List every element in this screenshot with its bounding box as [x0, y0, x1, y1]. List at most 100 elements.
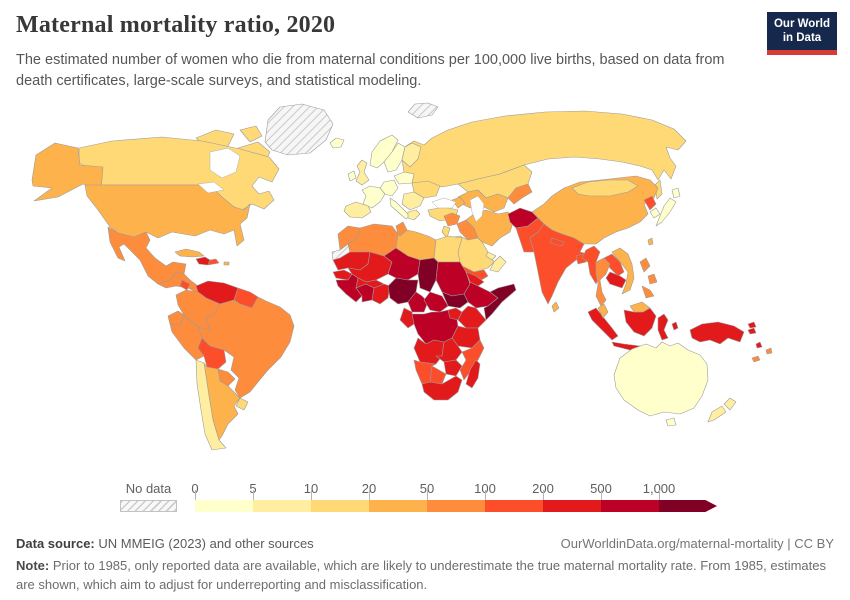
- country-south-korea[interactable]: [649, 207, 661, 219]
- country-australia[interactable]: [613, 341, 709, 417]
- chart-subtitle: The estimated number of women who die fr…: [16, 52, 725, 89]
- country-vanuatu[interactable]: [755, 341, 763, 349]
- legend-swatch-1000-plus[interactable]: [659, 500, 717, 512]
- country-new-zealand-south[interactable]: [707, 405, 727, 423]
- country-romania[interactable]: [401, 191, 425, 211]
- country-uk[interactable]: [355, 159, 370, 186]
- legend-swatch-50-100[interactable]: [427, 500, 485, 512]
- legend-swatch-20-50[interactable]: [369, 500, 427, 512]
- legend-swatch-100-200[interactable]: [485, 500, 543, 512]
- country-haiti[interactable]: [195, 256, 211, 266]
- country-botswana[interactable]: [429, 365, 447, 385]
- great-lakes: [197, 181, 225, 194]
- country-tanzania[interactable]: [451, 325, 481, 349]
- caspian-sea: [469, 195, 485, 223]
- country-uae[interactable]: [485, 251, 497, 261]
- legend-swatch-200-500[interactable]: [543, 500, 601, 512]
- country-madagascar[interactable]: [465, 359, 481, 389]
- country-japan-hokkaido[interactable]: [671, 187, 681, 199]
- no-data-label: No data: [125, 481, 172, 496]
- country-ghana[interactable]: [371, 283, 391, 305]
- owid-logo-text: Our World in Data: [767, 12, 837, 50]
- footnote-label: Note:: [16, 558, 50, 573]
- country-norway[interactable]: [369, 134, 399, 169]
- country-france[interactable]: [361, 185, 386, 209]
- legend-tick-label: 0: [191, 481, 199, 496]
- country-greenland[interactable]: [264, 103, 334, 156]
- data-source-label: Data source:: [16, 536, 95, 551]
- country-finland[interactable]: [401, 142, 422, 168]
- country-russia-sakhalin[interactable]: [654, 179, 663, 200]
- country-taiwan[interactable]: [647, 237, 654, 246]
- country-thailand[interactable]: [595, 257, 611, 307]
- country-nepal[interactable]: [549, 237, 565, 247]
- country-russia[interactable]: [401, 110, 687, 188]
- legend-swatch-0-5[interactable]: [195, 500, 253, 512]
- map-water: [197, 147, 485, 223]
- country-syria[interactable]: [443, 212, 461, 227]
- country-usa[interactable]: [84, 184, 251, 247]
- country-philippines-luzon[interactable]: [639, 257, 651, 273]
- country-malaysia-borneo[interactable]: [629, 301, 651, 313]
- country-new-zealand-north[interactable]: [723, 397, 737, 411]
- legend-tick-label: 500: [590, 481, 612, 496]
- country-greece[interactable]: [407, 209, 421, 221]
- country-png-islands[interactable]: [747, 321, 757, 329]
- legend-tick-label: 10: [303, 481, 319, 496]
- country-egypt[interactable]: [433, 235, 463, 263]
- country-puerto-rico[interactable]: [223, 261, 230, 266]
- country-solomon-islands[interactable]: [747, 327, 757, 335]
- no-data-swatch[interactable]: [120, 500, 177, 512]
- country-japan[interactable]: [655, 197, 677, 227]
- country-indonesia-moluccas[interactable]: [671, 321, 679, 331]
- country-sri-lanka[interactable]: [551, 301, 560, 313]
- country-north-korea[interactable]: [643, 195, 657, 211]
- country-chad[interactable]: [417, 257, 439, 293]
- country-philippines-visayas[interactable]: [647, 273, 658, 285]
- country-canada-arctic-3[interactable]: [239, 125, 263, 143]
- owid-logo[interactable]: Our World in Data: [767, 12, 837, 55]
- country-tasmania[interactable]: [665, 417, 677, 427]
- country-south-africa[interactable]: [421, 375, 463, 401]
- country-zimbabwe[interactable]: [443, 359, 463, 377]
- country-cuba[interactable]: [174, 248, 205, 258]
- legend-tick-label: 1,000: [642, 481, 676, 496]
- country-fiji[interactable]: [765, 347, 773, 355]
- country-malaysia-peninsula[interactable]: [597, 303, 609, 319]
- country-car[interactable]: [423, 291, 449, 313]
- country-chile[interactable]: [195, 359, 227, 451]
- country-uruguay[interactable]: [235, 397, 249, 411]
- country-dominican-republic[interactable]: [207, 258, 220, 266]
- attribution-link[interactable]: OurWorldinData.org/maternal-mortality | …: [560, 536, 834, 551]
- country-new-caledonia[interactable]: [751, 355, 761, 363]
- country-kyrgyzstan[interactable]: [507, 183, 533, 205]
- country-uzbekistan[interactable]: [457, 189, 509, 213]
- legend-swatch-500-1000[interactable]: [601, 500, 659, 512]
- legend-swatch-5-10[interactable]: [253, 500, 311, 512]
- country-spain-portugal[interactable]: [343, 201, 372, 219]
- country-laos[interactable]: [603, 253, 625, 277]
- country-svalbard[interactable]: [407, 102, 439, 119]
- country-indonesia-sumatra[interactable]: [587, 307, 619, 341]
- country-poland[interactable]: [393, 171, 415, 185]
- country-cambodia[interactable]: [605, 271, 627, 289]
- legend-tick-label: 200: [532, 481, 554, 496]
- country-caucasus[interactable]: [451, 196, 466, 209]
- country-indonesia-sulawesi[interactable]: [657, 313, 669, 341]
- country-eritrea[interactable]: [465, 271, 485, 287]
- country-vietnam[interactable]: [611, 247, 635, 295]
- country-oman[interactable]: [489, 255, 507, 273]
- country-mongolia[interactable]: [571, 179, 639, 197]
- country-new-guinea[interactable]: [689, 321, 745, 345]
- legend-swatch-10-20[interactable]: [311, 500, 369, 512]
- country-germany[interactable]: [379, 179, 399, 197]
- country-kenya[interactable]: [457, 305, 487, 329]
- country-namibia[interactable]: [413, 359, 437, 385]
- country-congo[interactable]: [399, 307, 415, 329]
- country-philippines-mindanao[interactable]: [641, 285, 655, 299]
- country-somalia[interactable]: [483, 283, 517, 321]
- country-iceland[interactable]: [329, 137, 345, 149]
- country-ireland[interactable]: [347, 170, 357, 182]
- legend-tick-label: 50: [419, 481, 435, 496]
